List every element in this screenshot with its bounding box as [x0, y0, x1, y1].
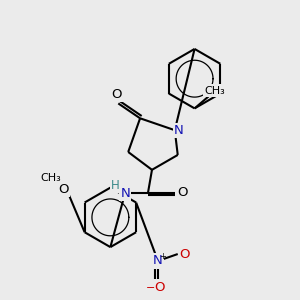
- Text: O: O: [155, 281, 165, 294]
- Text: N: N: [120, 187, 130, 200]
- Text: CH₃: CH₃: [204, 85, 225, 96]
- Text: H: H: [111, 179, 120, 192]
- Text: O: O: [177, 186, 188, 199]
- Text: O: O: [179, 248, 190, 260]
- Text: N: N: [153, 254, 163, 268]
- Text: O: O: [111, 88, 122, 101]
- Text: CH₃: CH₃: [40, 173, 61, 183]
- Text: +: +: [159, 251, 166, 260]
- Text: O: O: [58, 183, 69, 196]
- Text: −: −: [146, 283, 156, 293]
- Text: N: N: [174, 124, 184, 137]
